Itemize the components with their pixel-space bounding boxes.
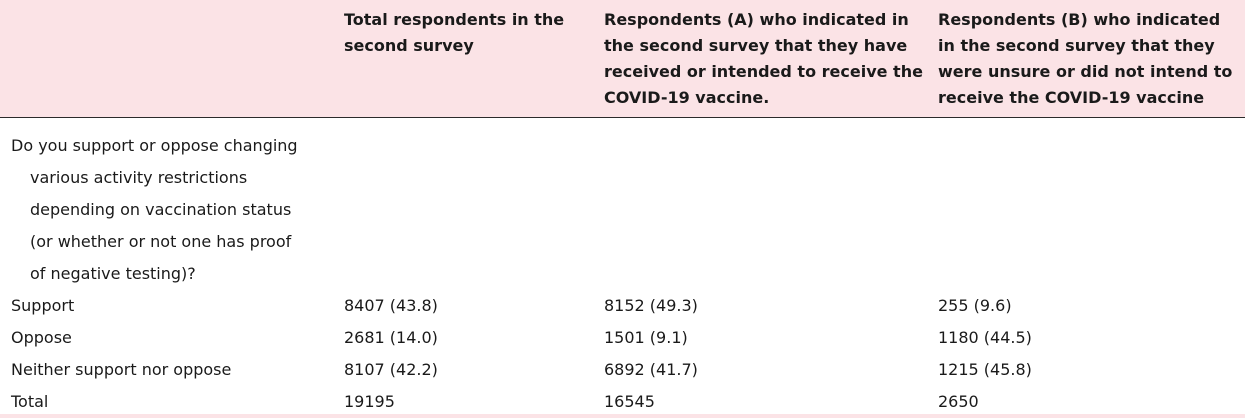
cell-group-a: 8152 (49.3)	[604, 296, 698, 315]
question-empty-cell	[937, 118, 1245, 291]
cell-group-b: 255 (9.6)	[938, 296, 1012, 315]
header-cell-group-b: Respondents (B) who indicated in the sec…	[937, 0, 1245, 118]
question-line: (or whether or not one has proof	[30, 232, 292, 251]
cell-group-a: 6892 (41.7)	[604, 360, 698, 379]
table-row-neither: Neither support nor oppose 8107 (42.2) 6…	[0, 354, 1245, 386]
row-label: Neither support nor oppose	[11, 360, 232, 379]
question-empty-cell	[603, 118, 937, 291]
cell-total: 2681 (14.0)	[344, 328, 438, 347]
cell-group-b: 2650	[938, 392, 979, 411]
question-line: of negative testing)?	[30, 264, 196, 283]
table-row-total: Total 19195 16545 2650	[0, 386, 1245, 418]
cell-total: 8107 (42.2)	[344, 360, 438, 379]
cell-group-a: 16545	[604, 392, 655, 411]
row-label: Oppose	[11, 328, 72, 347]
question-line: various activity restrictions	[30, 168, 248, 187]
row-label: Support	[11, 296, 75, 315]
header-row: Total respondents in the second survey R…	[0, 0, 1245, 118]
header-cell-empty	[0, 0, 343, 118]
header-cell-total: Total respondents in the second survey	[343, 0, 603, 118]
row-label: Total	[11, 392, 49, 411]
header-cell-group-a: Respondents (A) who indicated in the sec…	[603, 0, 937, 118]
cell-group-a: 1501 (9.1)	[604, 328, 688, 347]
cell-total: 19195	[344, 392, 395, 411]
question-cell: Do you support or oppose changing variou…	[0, 118, 343, 291]
cell-total: 8407 (43.8)	[344, 296, 438, 315]
question-row: Do you support or oppose changing variou…	[0, 118, 1245, 291]
table-bottom-band	[0, 414, 1245, 418]
table-row-support: Support 8407 (43.8) 8152 (49.3) 255 (9.6…	[0, 290, 1245, 322]
table-row-oppose: Oppose 2681 (14.0) 1501 (9.1) 1180 (44.5…	[0, 322, 1245, 354]
question-line: depending on vaccination status	[30, 200, 292, 219]
table-body: Do you support or oppose changing variou…	[0, 118, 1245, 418]
table-header: Total respondents in the second survey R…	[0, 0, 1245, 118]
cell-group-b: 1180 (44.5)	[938, 328, 1032, 347]
question-empty-cell	[343, 118, 603, 291]
cell-group-b: 1215 (45.8)	[938, 360, 1032, 379]
question-line: Do you support or oppose changing	[11, 136, 298, 155]
